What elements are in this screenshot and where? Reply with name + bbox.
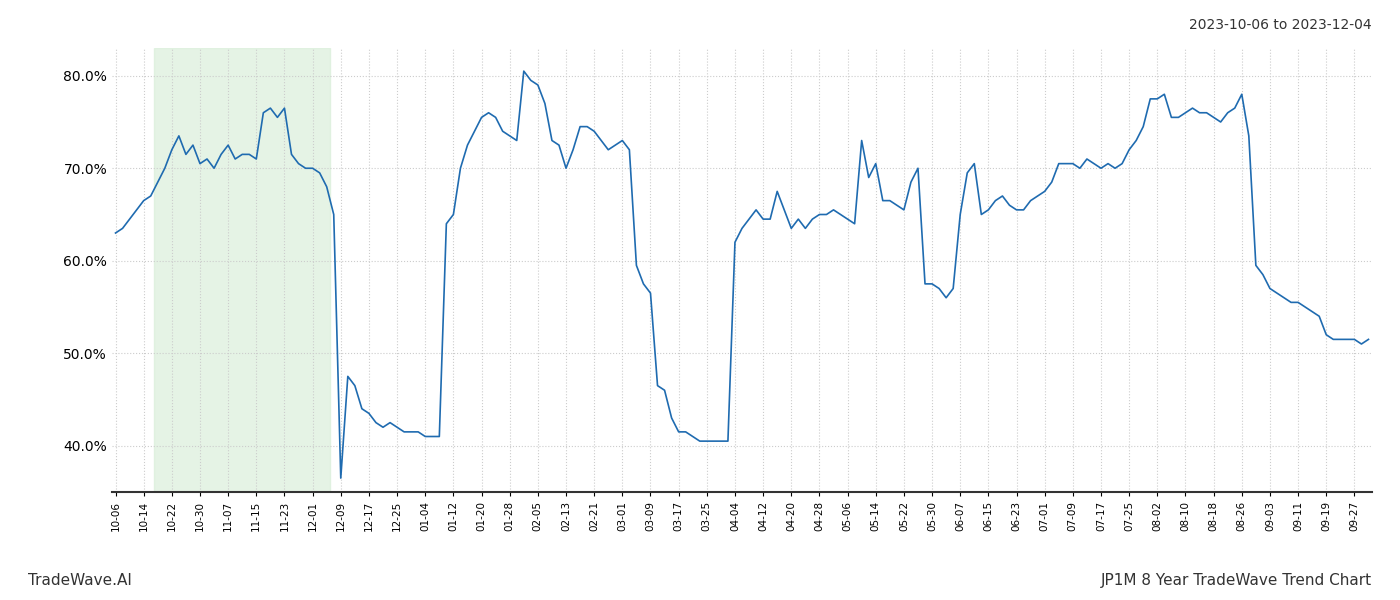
Text: 2023-10-06 to 2023-12-04: 2023-10-06 to 2023-12-04 (1190, 18, 1372, 32)
Text: JP1M 8 Year TradeWave Trend Chart: JP1M 8 Year TradeWave Trend Chart (1100, 573, 1372, 588)
Bar (154, 48, 330, 492)
Text: TradeWave.AI: TradeWave.AI (28, 573, 132, 588)
